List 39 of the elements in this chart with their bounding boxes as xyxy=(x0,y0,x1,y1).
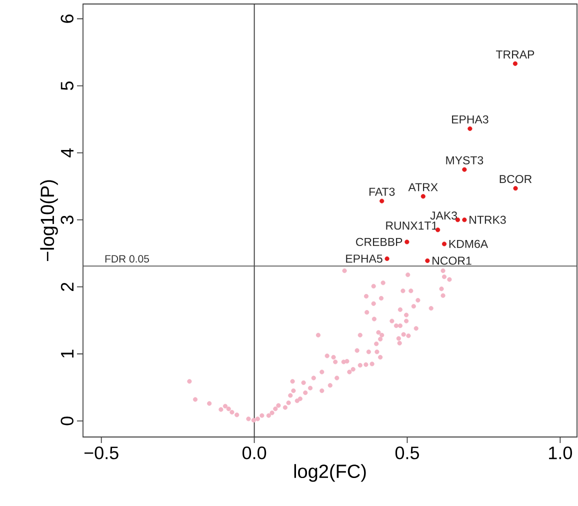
annotation: BCOR xyxy=(500,174,532,184)
annotation: NCOR1 xyxy=(432,256,472,265)
x-tick-label: 0.5 xyxy=(395,446,419,460)
annotation: NTRK3 xyxy=(470,216,506,224)
point xyxy=(420,194,426,199)
point xyxy=(384,256,390,262)
point xyxy=(468,126,472,131)
point xyxy=(462,218,467,222)
point xyxy=(442,242,447,246)
point xyxy=(462,167,467,172)
y-tick-label: 1 xyxy=(61,350,74,358)
annotation: TRRAP xyxy=(496,50,534,58)
y-tick-label: 2 xyxy=(60,282,74,291)
ref-line-label: FDR 0.05 xyxy=(105,255,150,263)
x-tick-label: 0.0 xyxy=(242,446,266,460)
annotation: KDM6A xyxy=(449,240,488,248)
point xyxy=(436,228,440,232)
point xyxy=(404,240,410,244)
point xyxy=(425,258,430,264)
point xyxy=(513,186,518,191)
annotation: JAK3 xyxy=(430,211,458,220)
point xyxy=(512,61,518,66)
y-tick-label: 0 xyxy=(60,416,74,426)
annotation: CREBBP xyxy=(356,238,402,246)
point xyxy=(380,198,384,204)
y-tick-label: 5 xyxy=(60,82,74,90)
annotation: ATRX xyxy=(408,183,438,192)
x-tick-label: 1.0 xyxy=(549,446,572,460)
y-tick-label: 6 xyxy=(60,14,74,23)
annotation: EPHA5 xyxy=(346,254,382,263)
annotation: FAT3 xyxy=(369,188,395,196)
annotation: MYST3 xyxy=(446,156,484,164)
annotation: RUNX1T1 xyxy=(386,222,438,230)
y-axis-title: −log10(P) xyxy=(40,180,58,262)
x-tick-label: −0.5 xyxy=(84,446,118,460)
annotation: EPHA3 xyxy=(452,115,488,124)
x-axis-title: log2(FC) xyxy=(294,464,366,482)
y-tick-label: 3 xyxy=(60,216,74,224)
y-tick-label: 4 xyxy=(61,148,74,158)
